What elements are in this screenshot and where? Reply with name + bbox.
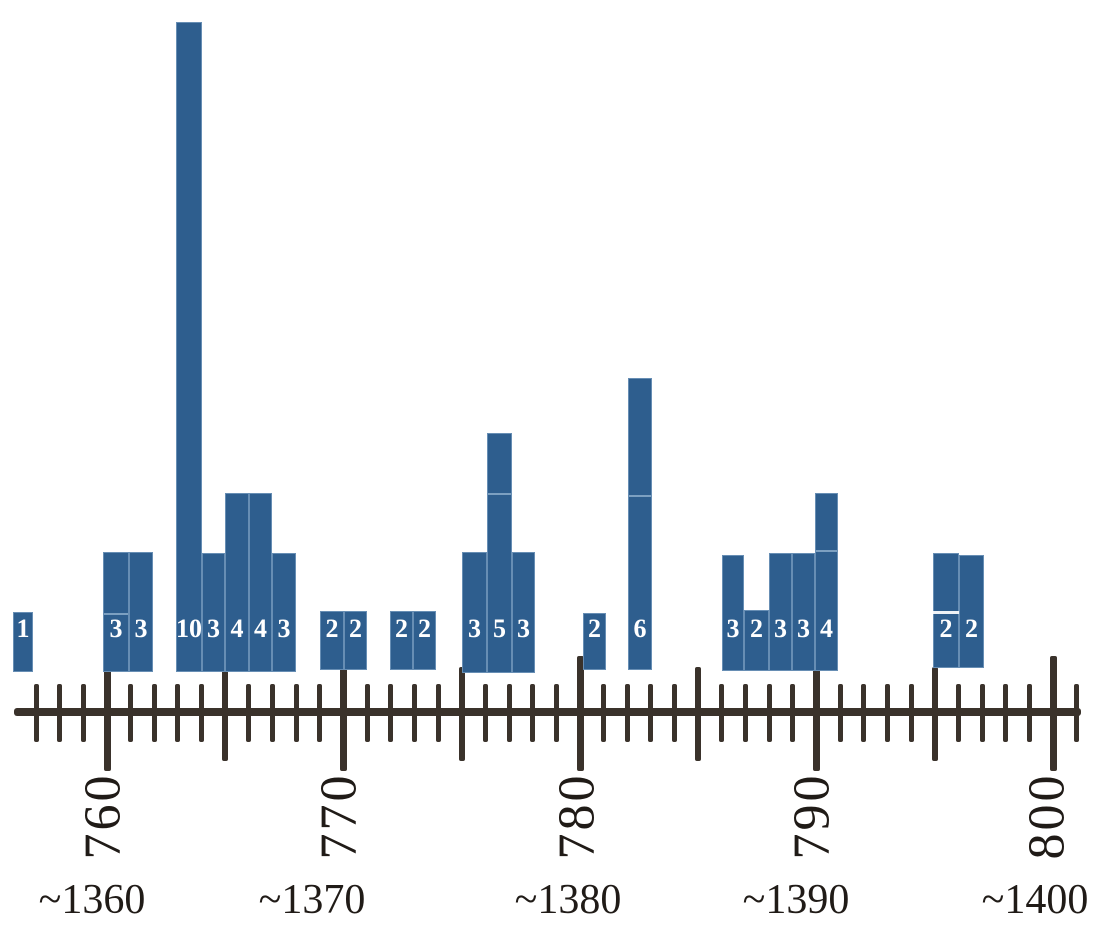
bar-unit-separator <box>488 493 511 495</box>
bar-count-label: 2 <box>965 614 978 643</box>
histogram-bar-year-766 <box>249 493 272 672</box>
bar-count-label: 3 <box>207 614 220 643</box>
histogram-bar-year-788 <box>769 553 792 671</box>
approx-ce-label-1400: ~1400 <box>981 877 1089 923</box>
bar-count-label: 3 <box>277 614 291 643</box>
histogram-bar-year-760 <box>103 552 129 672</box>
bar-count-label: 2 <box>395 614 408 643</box>
bar-count-label: 4 <box>820 614 833 643</box>
bar-count-label: 4 <box>230 614 244 643</box>
bar-count-label: 6 <box>633 614 647 643</box>
decade-label-780: 780 <box>548 772 606 860</box>
approx-ce-label-1370: ~1370 <box>258 877 366 923</box>
bar-unit-separator <box>816 550 837 552</box>
histogram-bar-year-780 <box>583 613 606 670</box>
bar-count-label: 1 <box>16 614 30 643</box>
histogram-bar-year-776 <box>487 433 512 673</box>
histogram-bar-year-767 <box>272 553 296 672</box>
bar-count-label: 3 <box>517 614 530 643</box>
histogram-bar-year-787 <box>744 610 769 671</box>
bar-count-label: 3 <box>468 614 481 643</box>
decade-label-770: 770 <box>310 772 368 860</box>
bar-count-label: 3 <box>134 614 148 643</box>
bar-count-label: 4 <box>254 614 267 643</box>
histogram-bar-year-789 <box>792 553 815 671</box>
bar-count-label: 10 <box>176 614 202 643</box>
histogram-bar-year-761 <box>129 552 153 672</box>
bar-count-label: 3 <box>797 614 810 643</box>
approx-ce-label-1380: ~1380 <box>514 877 622 923</box>
approx-ce-label-1390: ~1390 <box>742 877 850 923</box>
histogram-bar-year-775 <box>462 552 487 673</box>
histogram-bar-year-773 <box>413 611 436 670</box>
bar-count-label: 2 <box>939 614 953 643</box>
decade-label-790: 790 <box>783 772 841 860</box>
bar-count-label: 2 <box>349 614 362 643</box>
decade-label-800: 800 <box>1018 772 1076 860</box>
histogram-bar-year-786 <box>722 555 744 671</box>
bar-count-label: 5 <box>493 614 506 643</box>
histogram-bar-year-782 <box>628 378 652 670</box>
bar-count-label: 3 <box>109 614 123 643</box>
bar-count-label: 2 <box>750 614 763 643</box>
histogram-bar-year-756 <box>13 612 33 672</box>
histogram-bar-year-790 <box>815 493 838 671</box>
histogram-bar-year-772 <box>390 611 413 670</box>
histogram-bar-year-769 <box>320 611 344 670</box>
bar-unit-separator <box>933 611 959 614</box>
histogram-bar-year-777 <box>512 552 535 673</box>
decade-label-760: 760 <box>74 772 132 860</box>
histogram-bar-year-764 <box>202 553 225 672</box>
bar-unit-separator <box>104 613 128 615</box>
bar-count-label: 3 <box>774 614 787 643</box>
timeline-axis-line <box>14 708 1081 716</box>
bar-count-label: 2 <box>588 614 601 643</box>
bar-count-label: 2 <box>325 614 339 643</box>
bar-count-label: 3 <box>726 614 740 643</box>
approx-ce-label-1360: ~1360 <box>38 877 146 923</box>
histogram-bar-year-795 <box>933 553 959 668</box>
histogram-bar-year-763 <box>176 22 202 672</box>
histogram-bar-year-796 <box>959 555 984 668</box>
histogram-bar-year-770 <box>344 611 367 670</box>
bar-unit-separator <box>629 495 651 497</box>
bar-count-label: 2 <box>418 614 431 643</box>
histogram-bar-year-765 <box>225 493 249 672</box>
